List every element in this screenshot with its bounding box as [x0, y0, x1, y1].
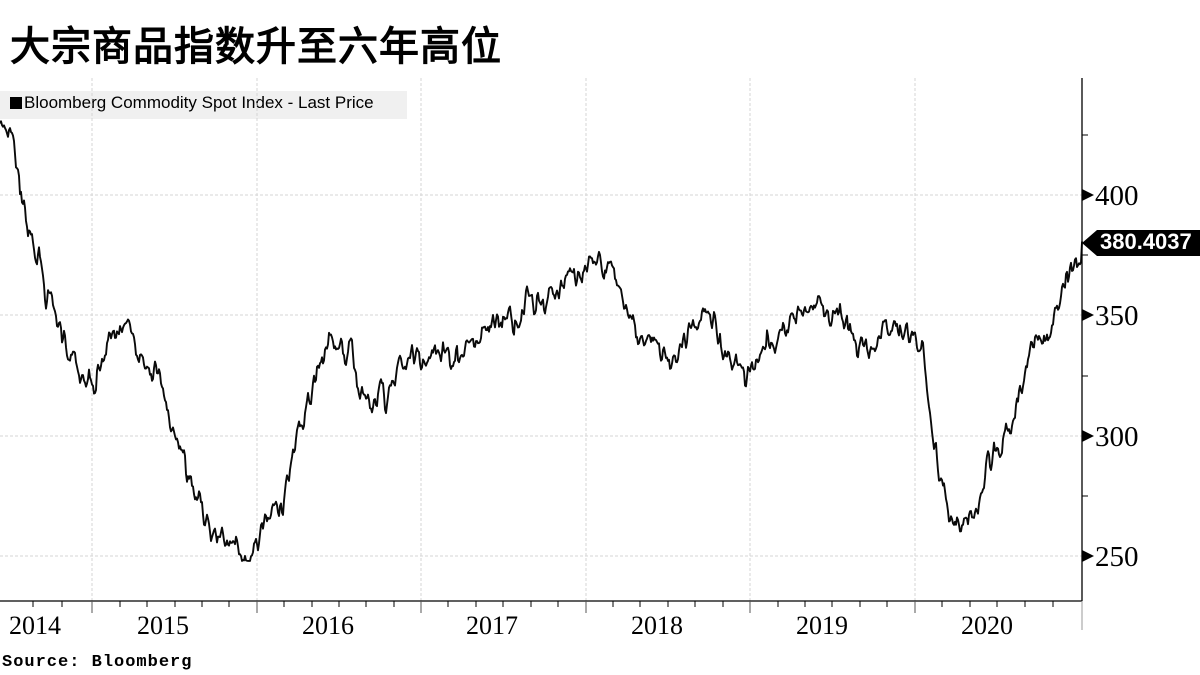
- svg-text:350: 350: [1095, 300, 1139, 332]
- svg-text:2017: 2017: [466, 611, 518, 640]
- svg-text:400: 400: [1095, 180, 1139, 212]
- svg-text:380.4037: 380.4037: [1100, 229, 1192, 254]
- svg-text:250: 250: [1095, 541, 1139, 573]
- svg-text:2016: 2016: [302, 611, 354, 640]
- svg-text:2018: 2018: [631, 611, 683, 640]
- svg-text:2019: 2019: [796, 611, 848, 640]
- svg-text:2015: 2015: [137, 611, 189, 640]
- svg-text:2014: 2014: [9, 611, 61, 640]
- svg-text:2020: 2020: [961, 611, 1013, 640]
- svg-text:300: 300: [1095, 421, 1139, 453]
